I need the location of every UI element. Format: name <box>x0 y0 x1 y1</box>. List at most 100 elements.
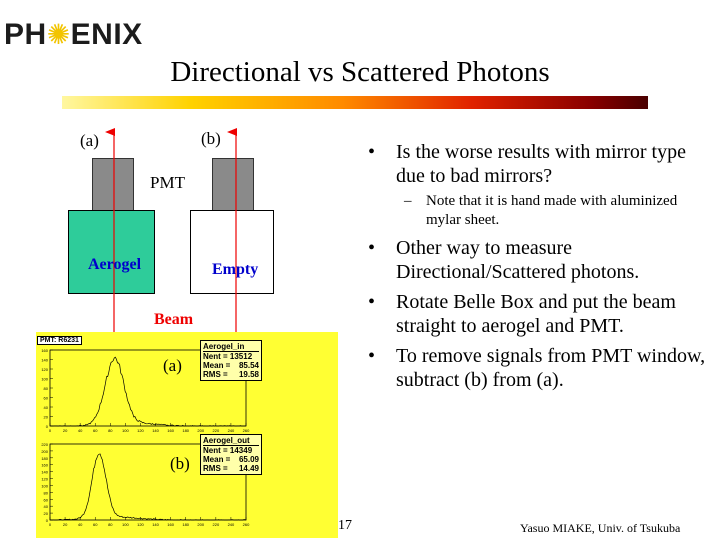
stats-name: Aerogel_out <box>203 436 259 446</box>
empty-box <box>190 210 274 294</box>
x-tick-label: 0 <box>49 522 52 527</box>
y-tick-label: 200 <box>41 449 48 454</box>
y-tick-label: 100 <box>41 483 48 488</box>
bullet-marker: • <box>368 291 376 313</box>
sub-bullet-marker: – <box>404 193 412 209</box>
stats-rms: 14.49 <box>238 464 259 473</box>
y-tick-label: 140 <box>41 470 48 475</box>
empty-label: Empty <box>212 261 259 278</box>
stats-entries: Nent = 14349 <box>203 446 253 455</box>
sun-icon: ✺ <box>46 19 71 50</box>
x-tick-label: 240 <box>228 522 235 527</box>
x-tick-label: 180 <box>182 522 189 527</box>
y-tick-label: 40 <box>44 405 49 410</box>
x-tick-label: 260 <box>243 428 250 433</box>
logo-text-left: PH <box>4 18 47 51</box>
plot-label-a: (a) <box>163 356 182 375</box>
x-tick-label: 60 <box>93 428 98 433</box>
x-tick-label: 20 <box>63 428 68 433</box>
sub-bullet-text: Note that it is hand made with aluminize… <box>426 193 678 228</box>
y-tick-label: 0 <box>46 518 49 523</box>
bullet-item: • To remove signals from PMT window, sub… <box>366 344 706 392</box>
slide-title: Directional vs Scattered Photons <box>170 56 550 88</box>
y-tick-label: 120 <box>41 367 48 372</box>
x-tick-label: 60 <box>93 522 98 527</box>
stats-rms: 19.58 <box>238 370 259 379</box>
logo-text-right: ENIX <box>70 18 143 51</box>
x-tick-label: 20 <box>63 522 68 527</box>
plot-label-b: (b) <box>170 454 190 473</box>
x-tick-label: 100 <box>122 522 129 527</box>
y-tick-label: 80 <box>44 490 49 495</box>
stats-box-top: Aerogel_in Nent = 13512 Mean = 85.54 RMS … <box>200 340 262 381</box>
y-tick-label: 140 <box>41 358 48 363</box>
x-tick-label: 240 <box>228 428 235 433</box>
x-tick-label: 140 <box>152 522 159 527</box>
phenix-logo: PH✺ENIX <box>4 18 143 52</box>
y-tick-label: 80 <box>44 386 49 391</box>
x-tick-label: 220 <box>213 428 220 433</box>
x-tick-label: 180 <box>182 428 189 433</box>
aerogel-box <box>68 210 155 294</box>
x-tick-label: 80 <box>108 428 113 433</box>
label-b: (b) <box>201 129 221 148</box>
x-tick-label: 220 <box>213 522 220 527</box>
x-tick-label: 120 <box>137 428 144 433</box>
x-tick-label: 100 <box>122 428 129 433</box>
plot-panel-title: PMT: R6231 <box>37 336 82 345</box>
x-tick-label: 260 <box>243 522 250 527</box>
label-a: (a) <box>80 131 99 150</box>
aerogel-label: Aerogel <box>88 256 142 273</box>
stats-mean-label: Mean = <box>203 361 231 370</box>
x-tick-label: 140 <box>152 428 159 433</box>
bullet-marker: • <box>368 237 376 259</box>
beam-label: Beam <box>154 311 194 328</box>
bullet-text: To remove signals from PMT window, subtr… <box>396 345 706 391</box>
y-tick-label: 20 <box>44 511 49 516</box>
bullet-item: • Other way to measure Directional/Scatt… <box>366 236 706 284</box>
stats-rms-label: RMS = <box>203 370 228 379</box>
bullet-text: Is the worse results with mirror type du… <box>396 141 686 187</box>
pmt-label: PMT <box>150 173 185 192</box>
x-tick-label: 0 <box>49 428 52 433</box>
y-tick-label: 220 <box>41 442 48 447</box>
sub-bullet-item: – Note that it is hand made with alumini… <box>366 192 706 230</box>
bullet-text: Other way to measure Directional/Scatter… <box>396 237 640 283</box>
x-tick-label: 120 <box>137 522 144 527</box>
x-tick-label: 80 <box>108 522 113 527</box>
histogram-panel: PMT: R6231 160 140 120 100 80 60 40 20 0 0 20 40 60 8… <box>36 332 338 538</box>
x-tick-label: 40 <box>78 428 83 433</box>
stats-box-bottom: Aerogel_out Nent = 14349 Mean = 65.09 RMS… <box>200 434 262 475</box>
bullet-item: • Is the worse results with mirror type … <box>366 140 706 188</box>
bullet-text: Rotate Belle Box and put the beam straig… <box>396 291 676 337</box>
y-tick-label: 60 <box>44 396 49 401</box>
y-tick-label: 100 <box>41 377 48 382</box>
y-tick-label: 180 <box>41 456 48 461</box>
y-tick-label: 160 <box>41 463 48 468</box>
bullet-marker: • <box>368 345 376 367</box>
stats-name: Aerogel_in <box>203 342 259 352</box>
x-tick-label: 40 <box>78 522 83 527</box>
stats-mean: 85.54 <box>238 361 259 370</box>
stats-rms-label: RMS = <box>203 464 228 473</box>
bullet-marker: • <box>368 141 376 163</box>
pmt-block-a <box>92 158 134 212</box>
stats-mean: 65.09 <box>238 455 259 464</box>
pmt-block-b <box>212 158 254 212</box>
y-tick-label: 60 <box>44 497 49 502</box>
stats-entries: Nent = 13512 <box>203 352 253 361</box>
histogram-curve <box>49 453 247 521</box>
y-tick-label: 160 <box>41 348 48 353</box>
y-tick-label: 20 <box>44 415 49 420</box>
title-gradient-bar <box>62 96 648 109</box>
histogram-curve <box>49 356 246 427</box>
bullet-item: • Rotate Belle Box and put the beam stra… <box>366 290 706 338</box>
footer-author: Yasuo MIAKE, Univ. of Tsukuba <box>520 521 681 535</box>
x-tick-label: 200 <box>197 522 204 527</box>
stats-mean-label: Mean = <box>203 455 231 464</box>
y-tick-label: 40 <box>44 504 49 509</box>
y-tick-label: 0 <box>46 424 49 429</box>
page-number: 17 <box>338 518 352 533</box>
y-tick-label: 120 <box>41 477 48 482</box>
